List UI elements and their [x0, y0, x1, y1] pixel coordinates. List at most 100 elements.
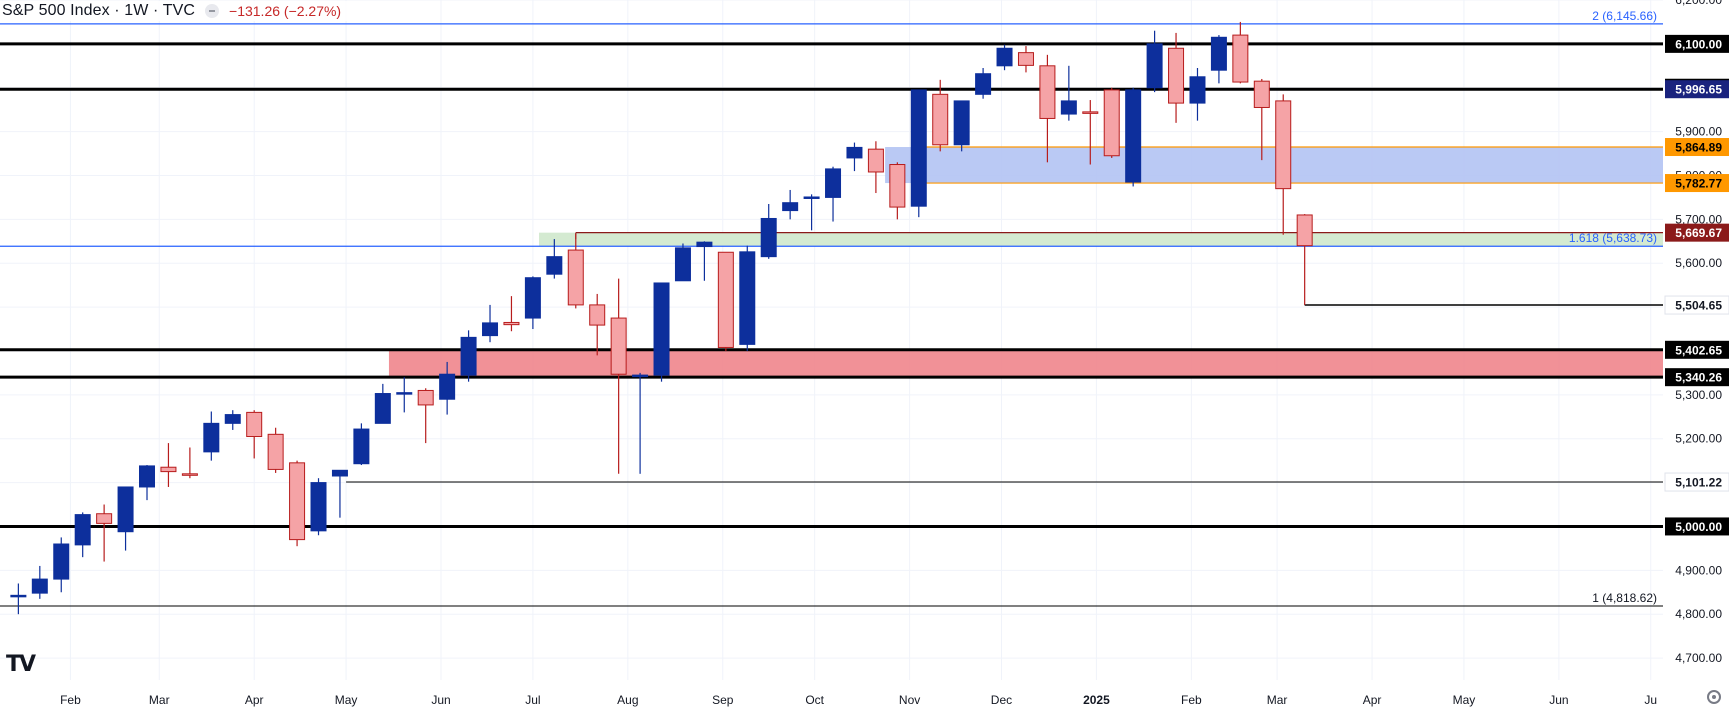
- bearish-candle: [1296, 214, 1313, 247]
- bearish-candle: [160, 466, 177, 473]
- bearish-candle: [1017, 52, 1034, 66]
- price-tag: [1664, 295, 1729, 315]
- price-tag-text: 5,402.65: [1675, 343, 1722, 357]
- price-tag-text: 6,100.00: [1675, 37, 1722, 51]
- blue-zone: [885, 147, 1663, 184]
- bullish-candle: [1189, 76, 1206, 104]
- bullish-candle: [139, 465, 156, 488]
- bullish-candle: [782, 202, 799, 212]
- x-tick-label: May: [1453, 693, 1476, 707]
- price-tag-text: 5,000.00: [1675, 520, 1722, 534]
- price-tag-text: 5,340.26: [1675, 371, 1722, 385]
- bearish-candle: [503, 321, 520, 326]
- price-tag: [1665, 223, 1729, 242]
- bullish-candle: [203, 422, 220, 453]
- x-tick-label: Oct: [805, 693, 824, 707]
- x-tick-label: 2025: [1083, 693, 1110, 707]
- bearish-candle: [1275, 100, 1292, 190]
- bearish-candle: [289, 462, 306, 541]
- bullish-candle: [482, 322, 499, 337]
- tradingview-logo[interactable]: TV: [6, 652, 36, 677]
- price-tag-text: 5,669.67: [1675, 226, 1722, 240]
- gear-icon[interactable]: [1707, 690, 1721, 704]
- x-tick-label: Mar: [1267, 693, 1288, 707]
- price-tag: [1665, 517, 1729, 536]
- bearish-candle: [246, 411, 263, 438]
- bullish-candle: [739, 251, 756, 345]
- bullish-candle: [846, 146, 863, 159]
- bullish-candle: [460, 336, 477, 376]
- x-tick-label: Aug: [617, 693, 638, 707]
- bullish-candle: [53, 543, 70, 580]
- minus-circle-icon[interactable]: [205, 4, 220, 18]
- bearish-candle: [1082, 111, 1099, 114]
- price-change: −131.26 (−2.27%): [229, 3, 342, 19]
- bearish-candle: [610, 317, 627, 375]
- fib-label: 1.618 (5,638.73): [1569, 231, 1657, 245]
- x-tick-label: Apr: [245, 693, 264, 707]
- bullish-candle: [10, 594, 27, 598]
- y-tick-label: 6,200.00: [1675, 0, 1722, 7]
- bullish-candle: [653, 282, 670, 376]
- price-tag: [1665, 368, 1729, 387]
- x-tick-label: Jul: [525, 693, 540, 707]
- bullish-candle: [953, 100, 970, 146]
- bullish-candle: [374, 393, 391, 424]
- y-tick-label: 5,600.00: [1675, 256, 1722, 270]
- bearish-candle: [1168, 47, 1185, 104]
- bullish-candle: [1060, 100, 1077, 115]
- bearish-candle: [717, 251, 734, 348]
- bearish-candle: [1103, 89, 1120, 157]
- bullish-candle: [353, 428, 370, 465]
- bullish-candle: [439, 373, 456, 400]
- y-tick-label: 5,700.00: [1675, 212, 1722, 226]
- bullish-candle: [331, 469, 348, 477]
- y-tick-label: 4,900.00: [1675, 563, 1722, 577]
- bullish-candle: [803, 196, 820, 199]
- y-tick-label: 5,200.00: [1675, 432, 1722, 446]
- bearish-candle: [867, 148, 884, 173]
- y-tick-label: 5,900.00: [1675, 125, 1722, 139]
- bullish-candle: [224, 414, 241, 424]
- price-tag: [1665, 340, 1729, 359]
- bullish-candle: [310, 482, 327, 532]
- bullish-candle: [825, 168, 842, 198]
- bearish-candle: [1232, 34, 1249, 83]
- bearish-candle: [417, 389, 434, 406]
- price-tag-text: 5,996.65: [1675, 83, 1722, 97]
- price-tag: [1665, 138, 1729, 157]
- price-tag: [1664, 472, 1729, 492]
- x-tick-label: Jun: [1549, 693, 1568, 707]
- bullish-candle: [975, 73, 992, 95]
- price-tag-text: 5,782.77: [1675, 177, 1722, 191]
- y-tick-label: 4,700.00: [1675, 651, 1722, 665]
- x-tick-label: Apr: [1363, 693, 1382, 707]
- bullish-candle: [632, 374, 649, 378]
- bullish-candle: [524, 277, 541, 319]
- bullish-candle: [1146, 43, 1163, 89]
- symbol-title[interactable]: S&P 500 Index · 1W · TVC: [2, 2, 196, 19]
- price-tag: [1665, 174, 1729, 193]
- bullish-candle: [1125, 89, 1142, 183]
- x-tick-label: Ju: [1644, 693, 1657, 707]
- price-tag: [1665, 80, 1729, 99]
- bearish-candle: [1039, 65, 1056, 119]
- price-tag-text: 5,101.22: [1675, 476, 1722, 490]
- x-tick-label: Sep: [712, 693, 734, 707]
- bullish-candle: [396, 392, 413, 395]
- bearish-candle: [181, 473, 198, 476]
- bullish-candle: [74, 514, 91, 546]
- price-tag-text: 5,864.89: [1675, 141, 1722, 155]
- x-tick-label: May: [335, 693, 358, 707]
- fib-label: 2 (6,145.66): [1592, 9, 1657, 23]
- x-tick-label: Nov: [899, 693, 920, 707]
- green-zone: [539, 232, 1663, 247]
- x-tick-label: Dec: [991, 693, 1012, 707]
- bearish-candle: [932, 93, 949, 146]
- time-axis: [0, 680, 1729, 707]
- bullish-candle: [696, 241, 713, 248]
- bearish-candle: [1253, 80, 1270, 108]
- x-tick-label: Mar: [149, 693, 170, 707]
